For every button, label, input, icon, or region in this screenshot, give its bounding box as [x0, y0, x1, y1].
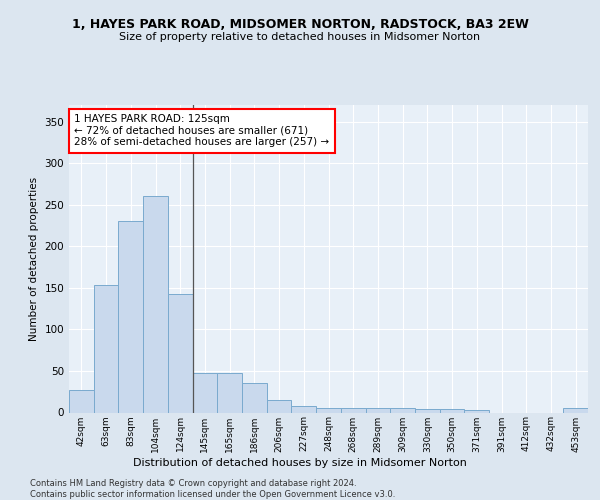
Bar — [267, 400, 292, 412]
Text: Contains public sector information licensed under the Open Government Licence v3: Contains public sector information licen… — [30, 490, 395, 499]
Y-axis label: Number of detached properties: Number of detached properties — [29, 176, 39, 341]
Bar — [563, 408, 588, 412]
Bar — [69, 390, 94, 412]
Bar — [118, 222, 143, 412]
Text: Contains HM Land Registry data © Crown copyright and database right 2024.: Contains HM Land Registry data © Crown c… — [30, 479, 356, 488]
Bar — [143, 196, 168, 412]
Text: Size of property relative to detached houses in Midsomer Norton: Size of property relative to detached ho… — [119, 32, 481, 42]
Bar — [217, 372, 242, 412]
Text: Distribution of detached houses by size in Midsomer Norton: Distribution of detached houses by size … — [133, 458, 467, 468]
Bar — [94, 286, 118, 412]
Text: 1, HAYES PARK ROAD, MIDSOMER NORTON, RADSTOCK, BA3 2EW: 1, HAYES PARK ROAD, MIDSOMER NORTON, RAD… — [71, 18, 529, 30]
Bar — [415, 409, 440, 412]
Bar — [292, 406, 316, 412]
Bar — [464, 410, 489, 412]
Bar — [316, 408, 341, 412]
Text: 1 HAYES PARK ROAD: 125sqm
← 72% of detached houses are smaller (671)
28% of semi: 1 HAYES PARK ROAD: 125sqm ← 72% of detac… — [74, 114, 329, 148]
Bar — [193, 372, 217, 412]
Bar — [341, 408, 365, 412]
Bar — [168, 294, 193, 412]
Bar — [440, 409, 464, 412]
Bar — [390, 408, 415, 412]
Bar — [242, 384, 267, 412]
Bar — [365, 408, 390, 412]
